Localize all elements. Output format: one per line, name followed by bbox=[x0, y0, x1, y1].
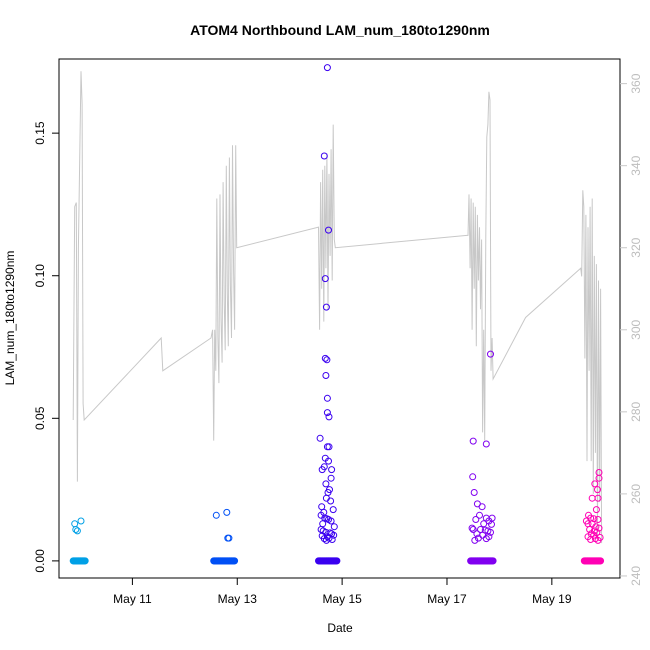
data-point bbox=[474, 534, 482, 542]
x-tick-label: May 19 bbox=[532, 592, 572, 606]
data-point bbox=[320, 535, 328, 543]
x-tick-label: May 11 bbox=[113, 592, 152, 606]
y2-tick-label: 280 bbox=[629, 401, 643, 421]
x-axis: May 11 May 13 May 15 May 17 May 19 bbox=[113, 578, 572, 606]
data-point bbox=[316, 434, 324, 442]
data-point bbox=[482, 535, 490, 543]
y2-tick-label: 240 bbox=[629, 566, 643, 586]
data-point bbox=[469, 526, 477, 533]
data-point bbox=[321, 275, 329, 283]
data-point bbox=[325, 226, 332, 234]
data-point bbox=[471, 536, 479, 544]
data-point bbox=[81, 557, 89, 565]
y2-tick-label: 340 bbox=[629, 155, 643, 175]
plot-frame bbox=[58, 58, 621, 579]
data-point bbox=[323, 409, 331, 417]
data-point bbox=[468, 524, 476, 532]
y2-tick-label: 260 bbox=[629, 484, 643, 504]
data-point bbox=[231, 557, 239, 565]
data-point bbox=[469, 437, 477, 445]
data-point bbox=[328, 466, 336, 474]
x-tick-label: May 13 bbox=[218, 592, 258, 606]
data-point bbox=[212, 511, 220, 519]
series-5 bbox=[580, 469, 605, 565]
y-tick-label: 0.00 bbox=[33, 549, 47, 573]
data-point bbox=[594, 536, 602, 544]
data-point bbox=[320, 152, 328, 160]
series-4 bbox=[467, 350, 497, 565]
points-layer bbox=[69, 64, 605, 565]
x-axis-label: Date bbox=[327, 621, 353, 635]
data-point bbox=[488, 520, 495, 528]
y-tick-label: 0.15 bbox=[33, 121, 47, 145]
chart-title: ATOM4 Northbound LAM_num_180to1290nm bbox=[190, 22, 490, 38]
data-point bbox=[327, 474, 335, 482]
data-point bbox=[472, 516, 480, 523]
y2-tick-label: 300 bbox=[629, 319, 643, 339]
data-point bbox=[482, 440, 490, 448]
y-tick-label: 0.05 bbox=[33, 406, 47, 430]
data-point bbox=[225, 534, 233, 542]
data-point bbox=[594, 516, 602, 523]
data-point bbox=[321, 354, 329, 362]
data-point bbox=[325, 443, 333, 451]
data-point bbox=[476, 511, 483, 519]
data-point bbox=[73, 527, 81, 535]
data-point bbox=[333, 557, 341, 565]
data-point bbox=[594, 486, 601, 494]
data-point bbox=[594, 494, 602, 502]
data-point bbox=[597, 557, 605, 565]
data-point bbox=[72, 526, 80, 533]
secondary-y-axis: 240 260 280 300 320 340 360 bbox=[620, 73, 643, 586]
data-point bbox=[77, 517, 85, 525]
data-point bbox=[323, 64, 331, 72]
series-1 bbox=[69, 517, 89, 565]
data-point bbox=[322, 480, 330, 488]
data-point bbox=[329, 506, 337, 514]
data-point bbox=[323, 356, 331, 364]
data-point bbox=[327, 497, 335, 505]
y-axis-label: LAM_num_180to1290nm bbox=[3, 251, 17, 386]
data-point bbox=[469, 473, 477, 481]
data-point bbox=[595, 474, 603, 482]
y-tick-label: 0.10 bbox=[33, 264, 47, 288]
data-point bbox=[586, 526, 594, 533]
data-point bbox=[330, 523, 338, 531]
y-axis: 0.00 0.05 0.10 0.15 bbox=[33, 121, 59, 573]
x-tick-label: May 15 bbox=[322, 592, 362, 606]
data-point bbox=[478, 503, 486, 511]
data-point bbox=[325, 413, 333, 421]
x-tick-label: May 17 bbox=[427, 592, 467, 606]
y2-tick-label: 320 bbox=[629, 237, 643, 257]
data-point bbox=[223, 508, 231, 516]
background-series-line bbox=[72, 71, 603, 544]
data-point bbox=[325, 457, 332, 465]
background-line-layer bbox=[72, 71, 603, 544]
data-point bbox=[592, 506, 600, 514]
data-point bbox=[322, 372, 330, 379]
data-point bbox=[470, 489, 478, 496]
data-point bbox=[480, 520, 488, 528]
data-point bbox=[327, 517, 335, 525]
data-point bbox=[487, 528, 494, 536]
data-point bbox=[489, 557, 497, 565]
series-3 bbox=[315, 64, 341, 565]
data-point bbox=[318, 466, 326, 474]
series-2 bbox=[210, 508, 239, 565]
data-point bbox=[487, 350, 494, 358]
data-point bbox=[323, 394, 331, 402]
data-point bbox=[322, 303, 330, 311]
data-point bbox=[322, 536, 330, 544]
data-point bbox=[587, 536, 595, 543]
data-point bbox=[591, 480, 599, 488]
y2-tick-label: 360 bbox=[629, 73, 643, 93]
